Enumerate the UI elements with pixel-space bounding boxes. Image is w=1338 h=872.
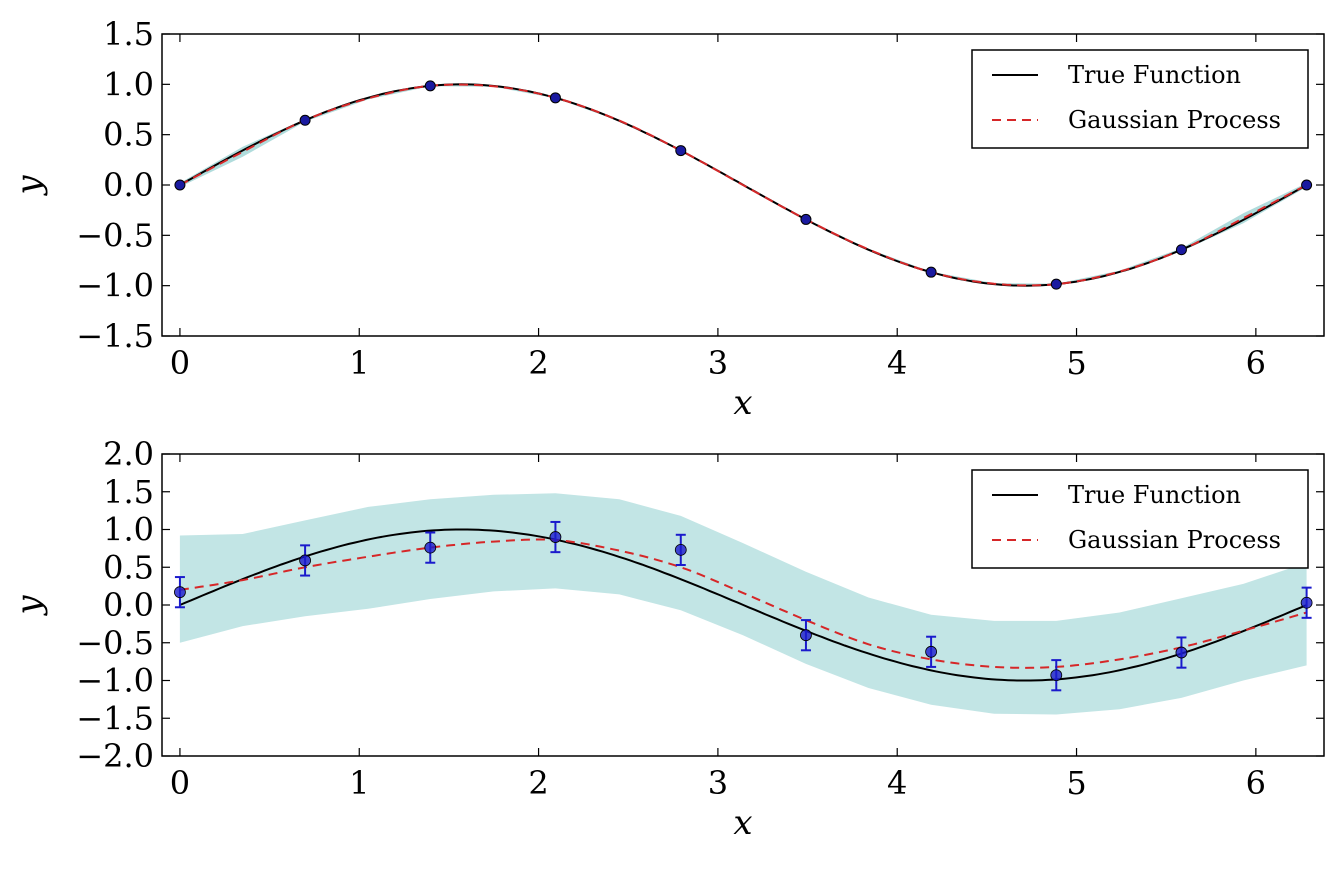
x-tick-label: 1 bbox=[349, 344, 369, 382]
legend-label: True Function bbox=[1068, 481, 1241, 509]
legend-box bbox=[971, 49, 1309, 149]
x-tick-label: 4 bbox=[887, 344, 907, 382]
x-tick-label: 3 bbox=[708, 764, 728, 802]
x-tick-label: 5 bbox=[1066, 764, 1086, 802]
data-point bbox=[800, 213, 812, 225]
x-tick-label: 3 bbox=[708, 344, 728, 382]
data-point bbox=[800, 629, 812, 642]
data-point bbox=[925, 645, 938, 658]
data-point bbox=[1175, 244, 1187, 256]
data-point bbox=[299, 554, 311, 567]
y-tick-label: −0.5 bbox=[76, 624, 154, 662]
x-axis-label: x bbox=[733, 803, 752, 843]
y-axis-label: y bbox=[9, 595, 49, 617]
x-tick-label: 1 bbox=[349, 764, 369, 802]
x-tick-label: 2 bbox=[528, 344, 548, 382]
x-tick-label: 6 bbox=[1246, 344, 1266, 382]
data-point bbox=[424, 541, 437, 554]
data-point bbox=[174, 586, 186, 599]
gp-mean-line bbox=[179, 83, 1308, 287]
y-tick-label: 2.0 bbox=[103, 435, 154, 473]
legend-label: Gaussian Process bbox=[1068, 526, 1281, 554]
data-point bbox=[925, 266, 937, 278]
y-tick-label: −1.0 bbox=[76, 662, 154, 700]
true-function-line bbox=[179, 528, 1307, 682]
y-tick-label: −1.0 bbox=[76, 267, 154, 305]
y-axis-label: y bbox=[9, 175, 49, 197]
y-tick-label: 1.0 bbox=[103, 511, 154, 549]
data-point bbox=[549, 92, 561, 104]
data-point bbox=[674, 543, 687, 556]
legend: True Function Gaussian Process bbox=[971, 469, 1309, 569]
legend: True Function Gaussian Process bbox=[971, 49, 1309, 149]
data-point bbox=[424, 80, 436, 92]
y-tick-label: −0.5 bbox=[76, 216, 154, 254]
legend-label: True Function bbox=[1068, 61, 1241, 89]
data-point bbox=[549, 531, 562, 543]
data-point bbox=[675, 145, 687, 157]
legend-box bbox=[971, 469, 1309, 569]
data-point bbox=[1050, 669, 1063, 682]
plot-area bbox=[179, 83, 1308, 287]
x-tick-label: 4 bbox=[887, 764, 907, 802]
plot-area bbox=[179, 493, 1307, 715]
data-point bbox=[1175, 646, 1188, 659]
data-point bbox=[299, 114, 311, 126]
y-tick-label: 0.0 bbox=[103, 166, 154, 204]
y-tick-label: 1.5 bbox=[103, 15, 154, 53]
data-point bbox=[1300, 596, 1313, 609]
panel-bottom: 0 1 2 3 4 5 6 2.01.51.00.50.0−0.5−1.0−1.5−2.0 x y… bbox=[9, 435, 1325, 843]
x-tick-label: 0 bbox=[170, 764, 190, 802]
x-tick-label: 5 bbox=[1066, 344, 1086, 382]
x-axis-label: x bbox=[733, 383, 752, 423]
y-tick-label: −2.0 bbox=[76, 737, 154, 775]
gp-mean-line bbox=[179, 538, 1307, 669]
x-tick-label: 2 bbox=[528, 764, 548, 802]
legend-label: Gaussian Process bbox=[1068, 106, 1281, 134]
data-point bbox=[174, 179, 186, 191]
x-tick-label: 0 bbox=[170, 344, 190, 382]
y-tick-label: −1.5 bbox=[76, 699, 154, 737]
y-tick-label: 1.0 bbox=[103, 65, 154, 103]
y-tick-label: 0.0 bbox=[103, 586, 154, 624]
panel-top: 0 1 2 3 4 5 6 1.5 1.0 0.5 0.0 −0.5 −1.0 −1.5 x y True Fu… bbox=[9, 15, 1325, 423]
y-tick-label: 0.5 bbox=[103, 116, 154, 154]
y-tick-label: 1.5 bbox=[103, 473, 154, 511]
data-point bbox=[1050, 278, 1062, 290]
y-tick-label: −1.5 bbox=[76, 317, 154, 355]
y-tick-label: 0.5 bbox=[103, 548, 154, 586]
x-tick-label: 6 bbox=[1246, 764, 1266, 802]
data-point bbox=[1301, 179, 1313, 191]
